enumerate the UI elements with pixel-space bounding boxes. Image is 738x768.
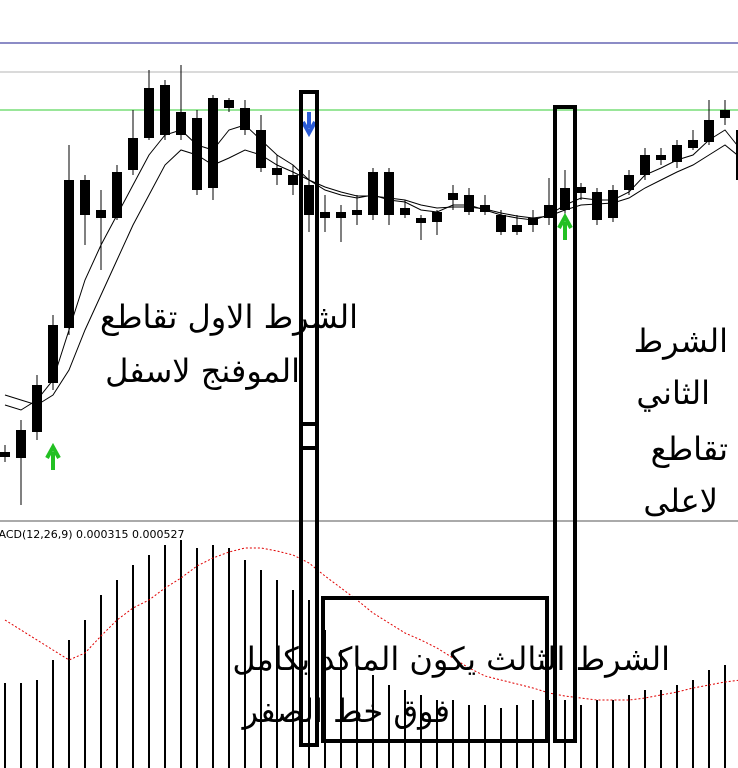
candle-body (272, 168, 282, 175)
candle-body (432, 212, 442, 222)
candle-body (560, 188, 570, 210)
candle-body (128, 138, 138, 170)
candle-body (144, 88, 154, 138)
highlight-box (299, 422, 319, 450)
candle-body (304, 185, 314, 215)
signal-line (4, 547, 738, 701)
candle-body (320, 212, 330, 218)
candle-body (496, 215, 506, 232)
candle-body (0, 452, 10, 457)
annotations: الشرط الاول تقاطع الموفنج لاسفل الشرط الثان… (100, 298, 728, 730)
candle-body (208, 98, 218, 188)
candle-body (96, 210, 106, 218)
macd-title: MACD(12,26,9) 0.000315 0.000527 (0, 528, 185, 541)
highlight-box (553, 105, 577, 743)
candle-body (640, 155, 650, 175)
candle-body (608, 190, 618, 218)
candle-body (352, 210, 362, 215)
candle-body (192, 118, 202, 190)
candle-body (672, 145, 682, 162)
candle-body (448, 193, 458, 200)
annotation-text: تقاطع (651, 430, 728, 468)
candle-body (416, 218, 426, 223)
candle-body (64, 180, 74, 328)
highlight-box (299, 90, 319, 747)
candle-body (688, 140, 698, 148)
candle-body (512, 225, 522, 232)
candle-body (384, 172, 394, 215)
candle-body (736, 130, 738, 180)
highlight-box (321, 596, 549, 743)
candle-body (48, 325, 58, 383)
candle-body (480, 205, 490, 212)
candle-body (720, 110, 730, 118)
buy-arrow (557, 212, 573, 240)
candle-body (400, 208, 410, 215)
candle-body (256, 130, 266, 168)
candle-body (336, 212, 346, 218)
annotation-text: الثاني (636, 374, 710, 412)
candle-body (80, 180, 90, 215)
annotation-text: الشرط الثالث يكون الماكد بكامل (232, 640, 670, 678)
candle-body (112, 172, 122, 218)
candle-body (32, 385, 42, 432)
candle-body (224, 100, 234, 108)
candle-body (288, 175, 298, 185)
annotation-text: الشرط الاول تقاطع (100, 298, 358, 336)
candle-body (528, 218, 538, 225)
annotation-text: الشرط (634, 322, 728, 360)
annotation-text: فوق خط الصفر (241, 692, 450, 730)
candle-body (160, 85, 170, 135)
annotation-text: لاعلى (643, 482, 718, 520)
candle-body (544, 205, 554, 218)
buy-arrow (45, 442, 61, 470)
candle-body (624, 175, 634, 190)
candle-body (656, 155, 666, 160)
sell-arrow (301, 112, 317, 138)
candle-body (176, 112, 186, 135)
candle-body (592, 192, 602, 220)
candle-body (368, 172, 378, 215)
candle-body (704, 120, 714, 142)
candle-body (16, 430, 26, 458)
annotation-text: الموفنج لاسفل (105, 352, 300, 390)
price-pane (0, 42, 738, 505)
candle-body (240, 108, 250, 130)
macd-pane (4, 540, 738, 768)
candle-body (464, 195, 474, 212)
candle-body (576, 187, 586, 193)
